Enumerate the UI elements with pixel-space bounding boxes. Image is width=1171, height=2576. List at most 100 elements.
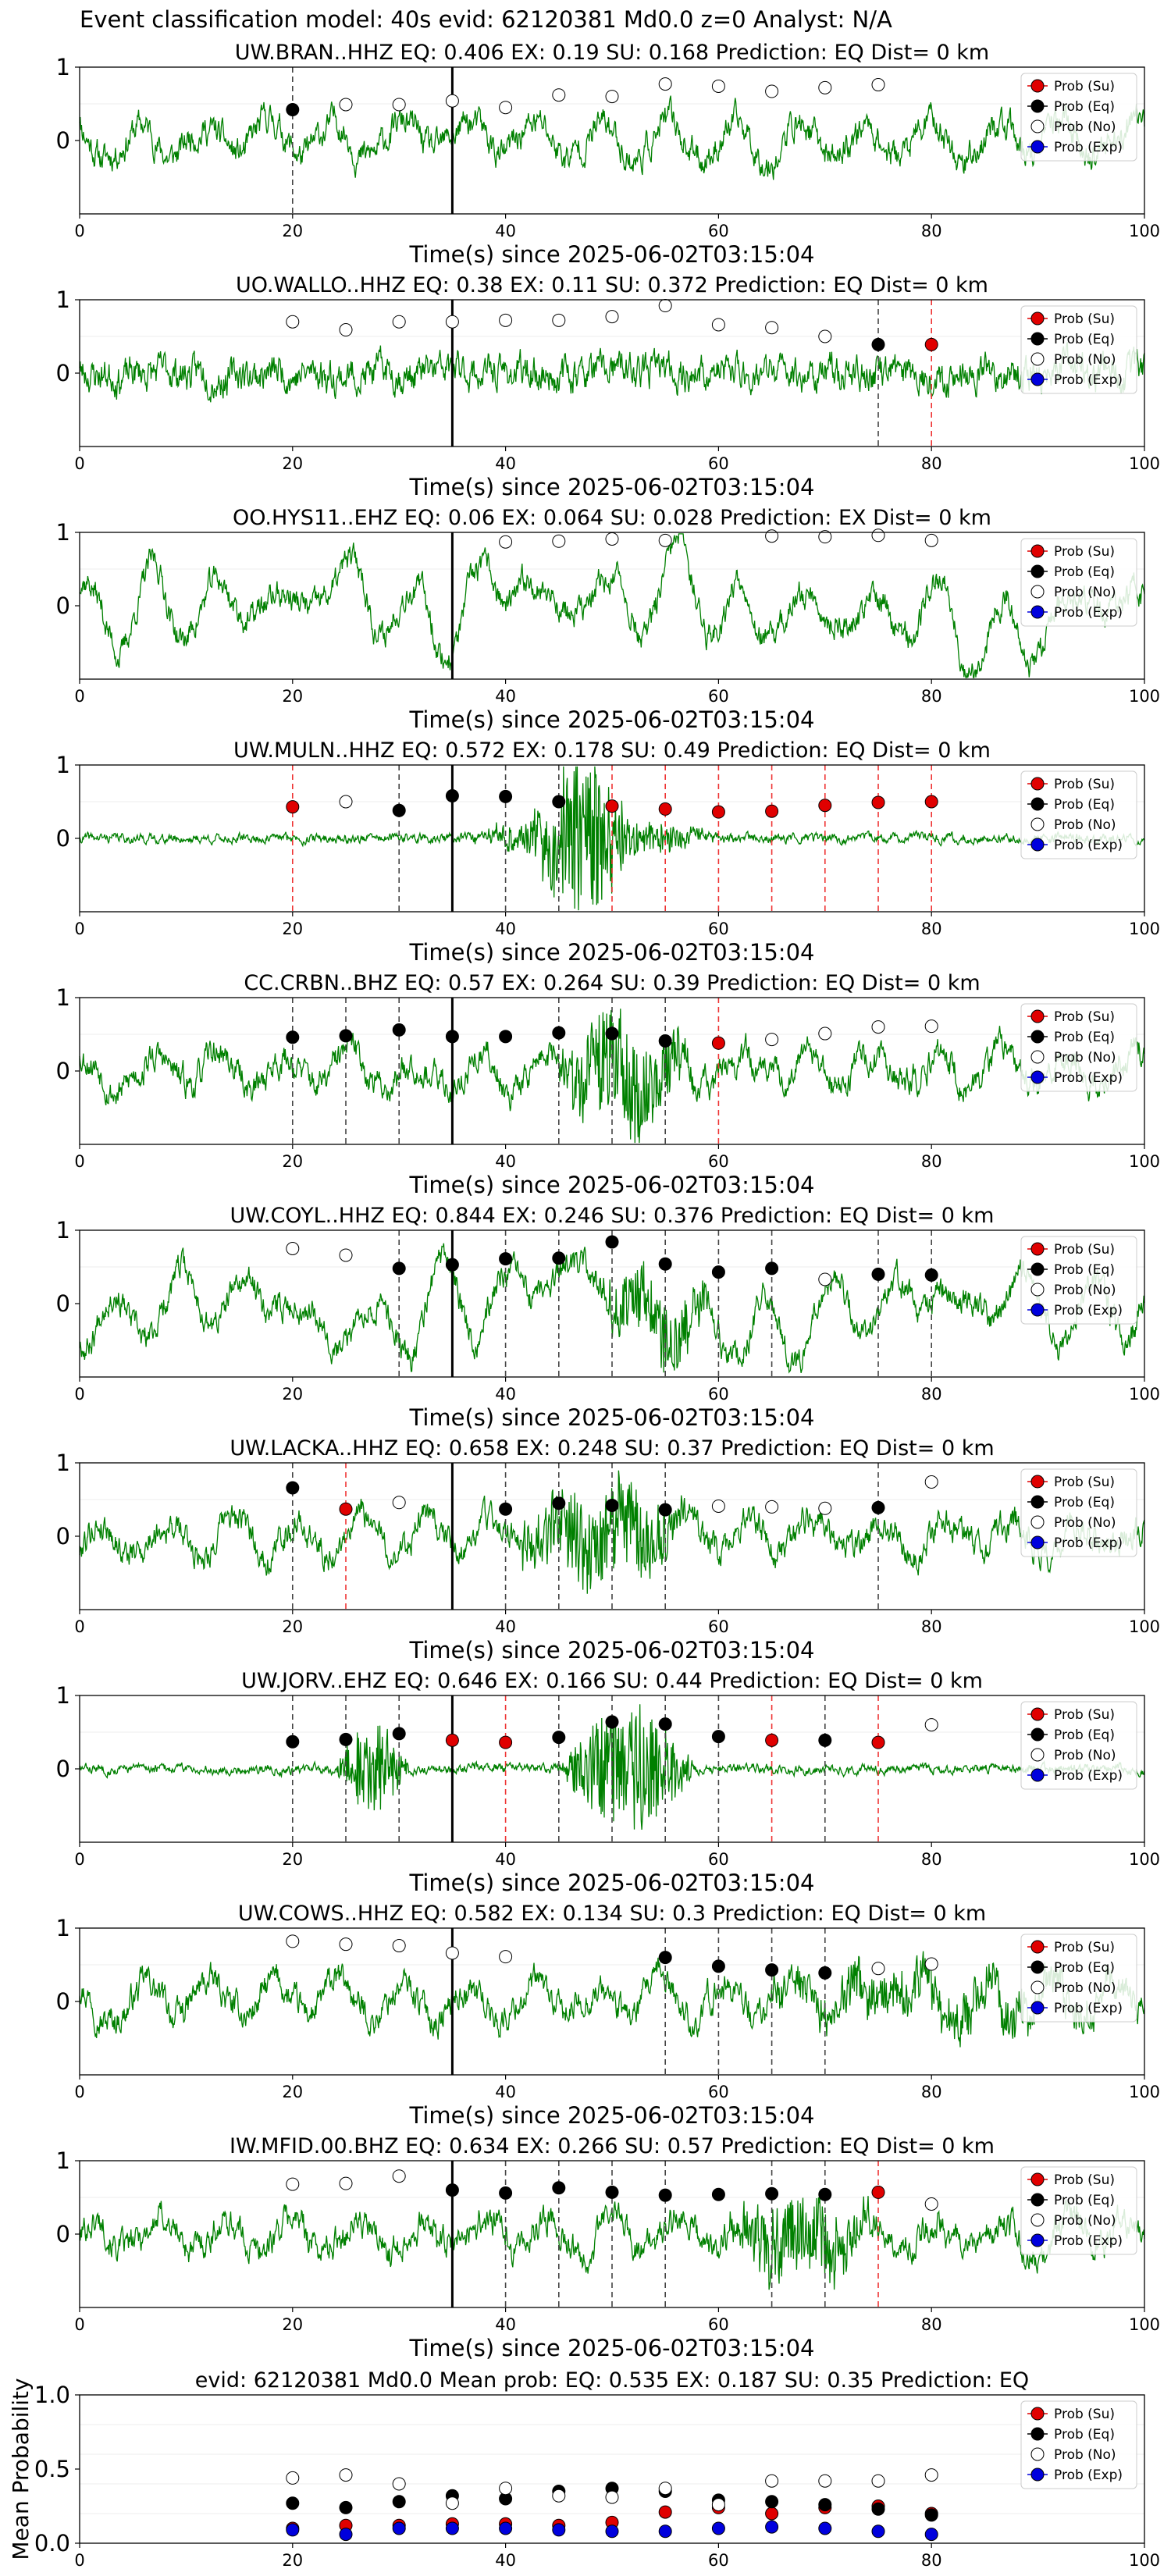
prob-point-su [924,795,938,809]
y-tick-label: 0 [56,1988,70,2015]
legend-box [1020,1003,1137,1092]
station-panel-6: UW.COYL..HHZ EQ: 0.844 EX: 0.246 SU: 0.3… [56,1204,1161,1431]
legend-marker-no [1030,119,1045,133]
prob-point-eq [286,103,300,117]
prob-point-no [818,329,832,343]
legend-label: Prob (Exp) [1054,140,1123,155]
mean-point-no [552,2489,566,2503]
legend-box [1020,1701,1137,1790]
prob-point-eq [818,1733,832,1747]
waveform-line [79,533,1145,678]
y-tick-label: 1 [56,752,70,778]
mean-point-exp [286,2523,300,2537]
prob-point-eq [711,1959,725,1973]
prob-point-eq [711,1265,725,1279]
prob-point-no [339,1937,353,1952]
prob-point-no [765,1033,779,1047]
x-tick-label: 20 [282,2083,303,2101]
legend-label: Prob (No) [1054,1050,1116,1066]
legend-marker-exp [1030,1303,1045,1317]
prob-point-eq [871,1267,885,1281]
legend-box [1020,73,1137,162]
prob-point-su [765,804,779,818]
prob-point-no [818,1501,832,1515]
x-tick-label: 0 [74,920,84,938]
mean-point-eq [339,2500,353,2514]
legend-marker-exp [1030,2233,1045,2247]
x-tick-label: 20 [282,1850,303,1869]
prob-point-eq [765,1963,779,1977]
panel-title: UW.MULN..HHZ EQ: 0.572 EX: 0.178 SU: 0.4… [233,738,991,763]
prob-point-no [605,532,619,546]
legend-box [1020,538,1137,627]
prob-point-eq [552,1731,566,1745]
legend-marker-exp [1030,1768,1045,1782]
mean-point-eq [286,2496,300,2510]
station-panel-8: UW.JORV..EHZ EQ: 0.646 EX: 0.166 SU: 0.4… [56,1669,1161,1896]
legend-label: Prob (No) [1054,2447,1116,2463]
x-tick-label: 80 [921,2315,942,2334]
legend-marker-exp [1030,605,1045,619]
prob-point-no [658,533,672,547]
x-axis-label: Time(s) since 2025-06-02T03:15:04 [409,241,815,268]
legend-label: Prob (Exp) [1054,1070,1123,1086]
y-tick-label: 0 [56,1523,70,1550]
x-tick-label: 20 [282,1152,303,1171]
prob-point-su [445,1733,459,1747]
prob-point-eq [392,1023,406,1037]
x-tick-label: 60 [708,1850,729,1869]
prob-point-eq [871,337,885,351]
legend-box [1020,2166,1137,2255]
x-tick-label: 40 [495,2551,516,2570]
prob-point-eq [605,1235,619,1249]
station-panel-9: UW.COWS..HHZ EQ: 0.582 EX: 0.134 SU: 0.3… [56,1902,1161,2129]
legend-label: Prob (Su) [1054,1475,1115,1490]
y-tick-label: 0.0 [34,2530,70,2556]
station-panel-2: UO.WALLO..HHZ EQ: 0.38 EX: 0.11 SU: 0.37… [56,273,1161,500]
legend-marker-su [1030,777,1045,791]
legend-marker-exp [1030,1535,1045,1550]
prob-point-no [818,1272,832,1286]
prob-point-eq [445,788,459,802]
prob-point-no [924,1019,938,1034]
legend-label: Prob (Su) [1054,311,1115,327]
x-tick-label: 0 [74,1850,84,1869]
legend-box [1020,770,1137,859]
legend-label: Prob (No) [1054,2213,1116,2229]
mean-point-exp [658,2524,672,2539]
prob-point-no [286,1242,300,1255]
prob-point-su [499,1735,513,1749]
legend-marker-no [1030,1283,1045,1297]
prob-point-su [286,800,300,814]
panel-title: evid: 62120381 Md0.0 Mean prob: EQ: 0.53… [195,2368,1029,2393]
prob-point-eq [924,1268,938,1282]
x-tick-label: 0 [74,222,84,240]
legend-box [1020,2400,1137,2489]
prob-point-no [765,529,779,543]
x-tick-label: 20 [282,2315,303,2334]
prob-point-no [445,1946,459,1960]
x-tick-label: 40 [495,1617,516,1636]
legend-box [1020,1468,1137,1557]
prob-point-no [818,530,832,544]
legend-label: Prob (Eq) [1054,1727,1115,1743]
prob-point-no [711,79,725,93]
y-tick-label: 0 [56,825,70,852]
x-tick-label: 20 [282,1385,303,1404]
x-tick-label: 100 [1129,222,1160,240]
legend-label: Prob (Eq) [1054,564,1115,580]
x-tick-label: 100 [1129,454,1160,473]
x-tick-label: 100 [1129,1152,1160,1171]
prob-point-no [871,1962,885,1976]
prob-point-no [552,88,566,102]
mean-point-no [392,2477,406,2491]
legend-label: Prob (No) [1054,119,1116,135]
legend-label: Prob (No) [1054,1748,1116,1763]
x-axis-label: Time(s) since 2025-06-02T03:15:04 [409,2102,815,2129]
x-axis-label: Time(s) since 2025-06-02T03:15:04 [409,1870,815,1896]
panel-title: UW.BRAN..HHZ EQ: 0.406 EX: 0.19 SU: 0.16… [235,41,989,65]
prob-point-no [871,1020,885,1034]
mean-point-exp [605,2524,619,2539]
prob-point-no [286,2177,300,2191]
prob-point-eq [818,2187,832,2201]
